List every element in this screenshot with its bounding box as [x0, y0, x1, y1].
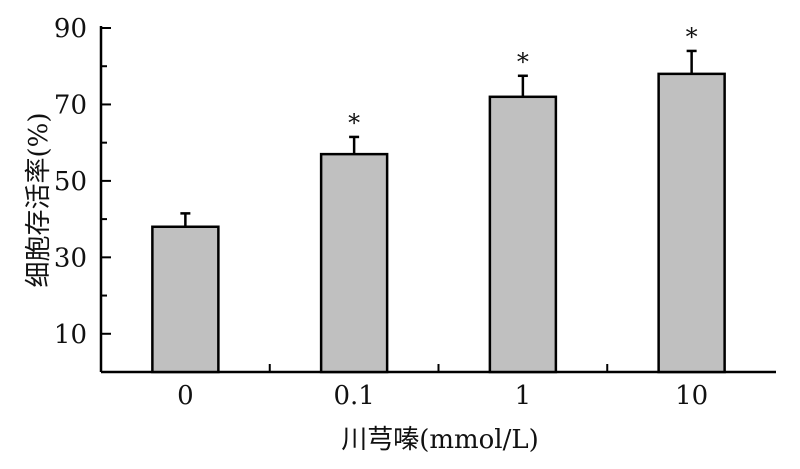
- significance-marker: *: [348, 109, 360, 137]
- y-tick-label: 30: [54, 243, 87, 273]
- plot-area: 10 30 50 70 90 0 * 0.1 * 1 * 10: [54, 14, 776, 411]
- x-tick-label: 0: [177, 381, 194, 411]
- y-tick-label: 90: [54, 14, 87, 44]
- y-tick-label: 50: [54, 167, 87, 197]
- x-tick-label: 0.1: [333, 381, 374, 411]
- significance-marker: *: [686, 23, 698, 51]
- y-tick-label: 10: [54, 320, 87, 350]
- bar: [657, 72, 726, 374]
- bar: [319, 152, 389, 374]
- x-tick-label: 10: [675, 381, 708, 411]
- y-axis-title: 细胞存活率(%): [24, 113, 54, 288]
- y-tick-label: 70: [54, 90, 87, 120]
- x-tick-label: 1: [515, 381, 532, 411]
- x-axis-title: 川芎嗪(mmol/L): [341, 425, 539, 455]
- significance-marker: *: [517, 48, 529, 76]
- bar: [488, 95, 558, 374]
- bar: [151, 225, 220, 374]
